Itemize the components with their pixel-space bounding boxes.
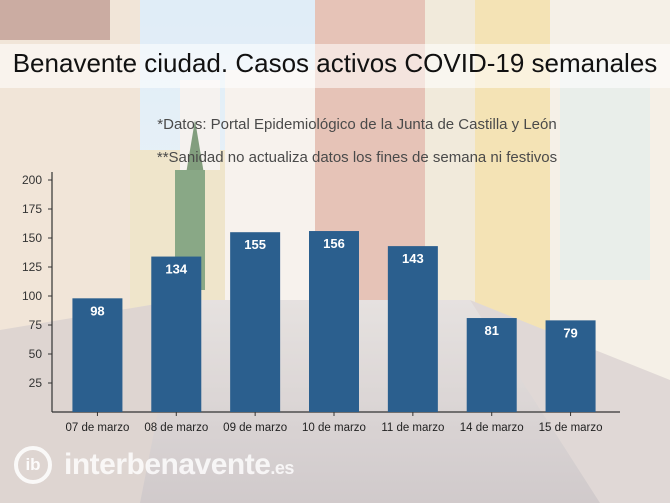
y-tick-label: 200	[22, 173, 42, 187]
bar	[545, 320, 596, 412]
interbenavente-logo: ib	[14, 446, 52, 484]
x-tick-label: 09 de marzo	[223, 422, 287, 434]
bar-value-label: 134	[165, 262, 187, 277]
y-tick-label: 50	[29, 347, 43, 361]
x-tick-label: 10 de marzo	[302, 422, 366, 434]
x-tick-label: 07 de marzo	[65, 422, 129, 434]
y-tick-label: 150	[22, 231, 42, 245]
y-tick-label: 125	[22, 260, 42, 274]
bar	[72, 298, 123, 412]
y-tick-label: 175	[22, 202, 42, 216]
watermark-text: interbenavente.es	[64, 448, 294, 482]
bar	[387, 246, 438, 412]
watermark-suffix: .es	[270, 458, 294, 478]
bar	[230, 232, 281, 412]
source-note: *Datos: Portal Epidemiológico de la Junt…	[157, 116, 557, 133]
x-tick-label: 11 de marzo	[381, 422, 444, 434]
x-tick-label: 08 de marzo	[144, 422, 208, 434]
title-band	[0, 44, 670, 88]
bar-value-label: 79	[563, 325, 577, 340]
y-tick-label: 25	[29, 376, 43, 390]
watermark: ib interbenavente.es	[14, 446, 314, 486]
weekend-note: **Sanidad no actualiza datos los fines d…	[156, 149, 558, 166]
y-tick-label: 75	[29, 318, 43, 332]
bar-value-label: 98	[90, 303, 104, 318]
chart-title: Benavente ciudad. Casos activos COVID-19…	[12, 48, 658, 78]
x-tick-label: 14 de marzo	[460, 422, 524, 434]
bar	[309, 231, 359, 412]
bar-value-label: 81	[484, 323, 498, 338]
bar-value-label: 143	[402, 251, 424, 266]
y-tick-label: 100	[22, 289, 42, 303]
bar-value-label: 155	[244, 237, 266, 252]
bar-value-label: 156	[323, 236, 345, 251]
bar	[151, 256, 202, 412]
bar	[466, 318, 517, 412]
x-tick-label: 15 de marzo	[539, 422, 603, 434]
watermark-name: interbenavente	[64, 448, 271, 481]
